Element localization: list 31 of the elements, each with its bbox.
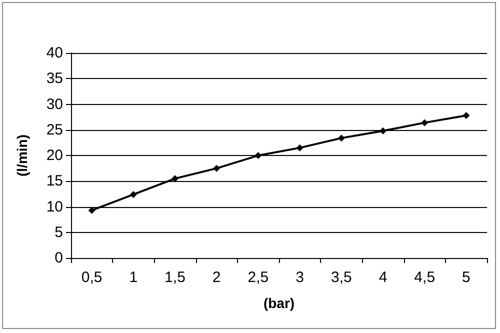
y-tick-label: 5 (54, 224, 63, 241)
point (462, 112, 470, 120)
y-axis-title: (l/min) (14, 134, 30, 176)
x-axis-title: (bar) (263, 295, 295, 311)
y-tick-label: 15 (46, 172, 63, 190)
x-tick-label: 1 (129, 269, 138, 286)
x-tick-label: 3,5 (330, 269, 352, 286)
point (88, 206, 96, 214)
point (421, 119, 428, 126)
x-tick-label: 4 (378, 269, 388, 286)
point (296, 144, 304, 152)
x-tick-label: 1,5 (164, 269, 186, 286)
point (172, 175, 178, 182)
y-tick-label: 10 (46, 198, 63, 216)
point (338, 134, 345, 142)
x-tick-label: 2 (212, 269, 221, 286)
x-tick-label: 2,5 (248, 269, 269, 286)
x-tick-label: 5 (462, 269, 470, 286)
point (254, 152, 262, 159)
y-tick-label: 30 (46, 96, 63, 113)
point (380, 127, 386, 134)
y-tick-label: 25 (46, 121, 63, 138)
y-tick-label: 35 (46, 70, 63, 88)
point (130, 190, 137, 198)
y-tick-label: 40 (46, 44, 63, 62)
point (213, 164, 220, 172)
y-tick-label: 0 (54, 250, 63, 266)
x-tick-label: 4,5 (414, 269, 436, 286)
y-tick-label: 20 (46, 147, 63, 164)
x-tick-label: 3 (296, 269, 304, 286)
x-tick-label: 0,5 (81, 269, 102, 286)
